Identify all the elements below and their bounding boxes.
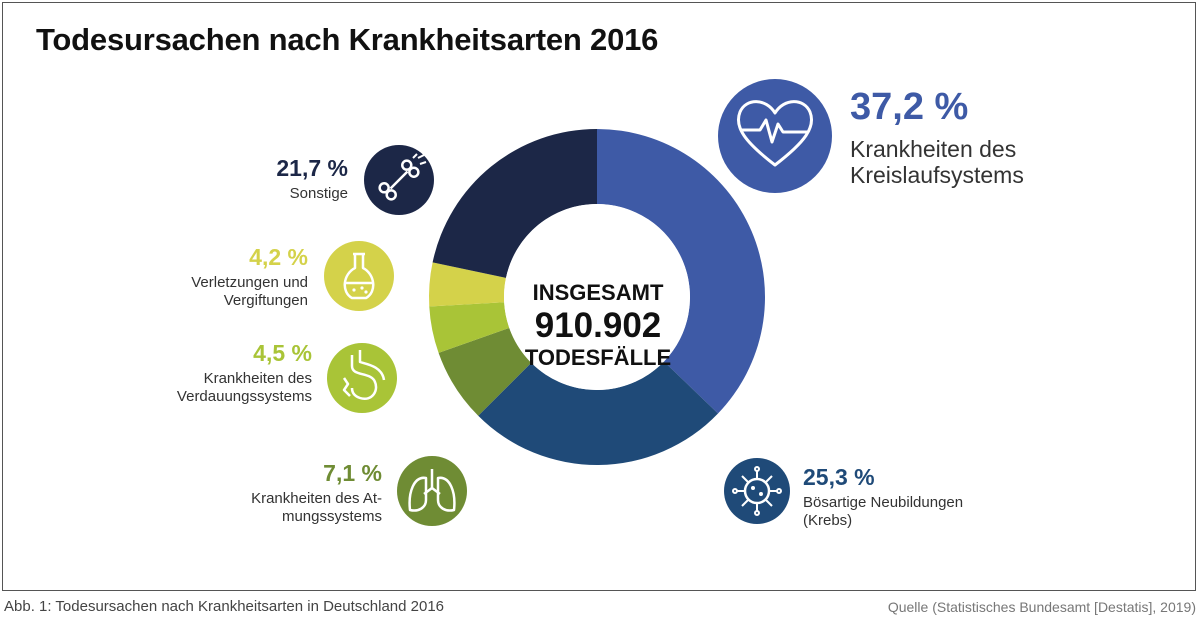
slice-sonstige (432, 129, 597, 278)
text-verdauung-2: Verdauungssystems (176, 387, 312, 405)
center-line-3: TODESFÄLLE (524, 345, 672, 370)
text-atmung-1: Krankheiten des At- (251, 490, 382, 508)
slice-kreislauf (597, 129, 765, 414)
label-sonstige: 21,7 % Sonstige (276, 155, 348, 203)
slice-verdauung (429, 302, 510, 353)
text-kreislauf-2: Kreislaufsystems (850, 162, 1024, 189)
pct-kreislauf: 37,2 % (850, 86, 969, 128)
pct-krebs: 25,3 % (803, 464, 875, 490)
virus-cell-icon (724, 458, 790, 524)
center-line-1: INSGESAMT (532, 280, 664, 305)
stomach-icon (327, 343, 397, 413)
text-atmung-2: mungssystems (281, 507, 382, 525)
lungs-icon (397, 456, 467, 526)
donut-hole (504, 204, 690, 390)
bone-icon (364, 145, 434, 215)
footer-caption: Abb. 1: Todesursachen nach Krankheitsart… (4, 598, 445, 615)
slice-krebs (478, 361, 719, 465)
pct-sonstige: 21,7 % (276, 155, 348, 181)
heart-pulse-icon (718, 79, 832, 193)
chart-title: Todesursachen nach Krankheitsarten 2016 (36, 22, 659, 57)
label-kreislauf: 37,2 % Krankheiten des Kreislaufsystems (850, 86, 1024, 189)
slice-atmung (438, 327, 532, 416)
footer-source: Quelle (Statistisches Bundesamt [Destati… (887, 599, 1196, 615)
pct-verdauung: 4,5 % (253, 340, 312, 366)
text-sonstige-1: Sonstige (289, 185, 348, 203)
label-krebs: 25,3 % Bösartige Neubildungen (Krebs) (803, 464, 963, 529)
center-total: 910.902 (534, 306, 662, 345)
text-kreislauf-1: Krankheiten des (850, 135, 1017, 162)
slice-verletzung (429, 262, 506, 307)
text-krebs-2: (Krebs) (803, 511, 853, 529)
flask-icon (324, 241, 394, 311)
donut-slices (429, 129, 765, 465)
pct-atmung: 7,1 % (323, 460, 382, 486)
text-verletzung-2: Vergiftungen (223, 291, 308, 309)
pct-verletzung: 4,2 % (249, 244, 308, 270)
text-verletzung-1: Verletzungen und (191, 274, 308, 292)
text-krebs-1: Bösartige Neubildungen (803, 494, 964, 512)
label-atmung: 7,1 % Krankheiten des At- mungssystems (251, 460, 382, 525)
label-verdauung: 4,5 % Krankheiten des Verdauungssystems (177, 340, 312, 405)
donut-center-label: INSGESAMT 910.902 TODESFÄLLE (498, 280, 698, 371)
text-verdauung-1: Krankheiten des (203, 370, 312, 388)
label-verletzung: 4,2 % Verletzungen und Vergiftungen (191, 244, 308, 309)
